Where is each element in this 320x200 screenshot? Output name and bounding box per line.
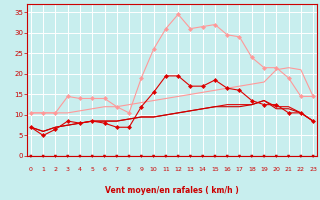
X-axis label: Vent moyen/en rafales ( km/h ): Vent moyen/en rafales ( km/h ) — [105, 186, 239, 195]
